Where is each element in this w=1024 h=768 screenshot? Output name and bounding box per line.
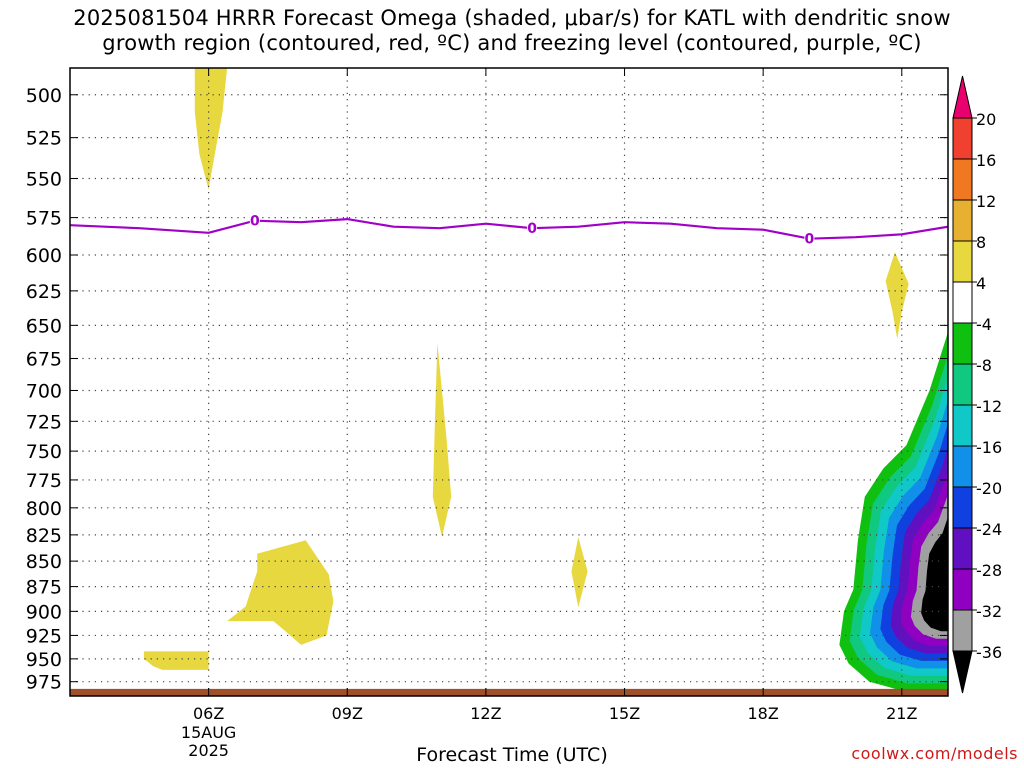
x-tick-label: 18Z xyxy=(747,704,778,723)
omega-region-4 xyxy=(227,540,334,645)
y-tick-label: 700 xyxy=(26,380,62,402)
freezing-level-label: 0 xyxy=(804,232,814,248)
colorbar-box xyxy=(952,199,973,242)
colorbar-box xyxy=(952,281,973,324)
colorbar-label: -20 xyxy=(976,479,1002,498)
colorbar-label: -12 xyxy=(976,397,1002,416)
omega-band-8 xyxy=(921,516,948,632)
plot-area: 0 0 0 xyxy=(70,68,948,696)
colorbar-box xyxy=(952,445,973,488)
colorbar-box xyxy=(952,486,973,529)
freezing-level-label-bg xyxy=(804,231,815,246)
surface-strip xyxy=(70,688,948,696)
colorbar-box xyxy=(952,322,973,365)
colorbar-label: 12 xyxy=(976,192,996,211)
y-tick-label: 675 xyxy=(26,349,62,371)
y-tick-label: 925 xyxy=(26,625,62,647)
y-tick-label: 575 xyxy=(26,208,62,230)
colorbar-label: 20 xyxy=(976,110,996,129)
colorbar-box xyxy=(952,527,973,570)
x-axis-title: Forecast Time (UTC) xyxy=(416,744,608,766)
y-tick-label: 800 xyxy=(26,498,62,520)
omega-region-5 xyxy=(143,651,209,670)
y-tick-label: 500 xyxy=(26,85,62,107)
y-tick-label: 650 xyxy=(26,315,62,337)
y-tick-label: 550 xyxy=(26,169,62,191)
colorbar-bottom-arrow xyxy=(952,650,973,694)
colorbar-box xyxy=(952,363,973,406)
y-tick-label: 775 xyxy=(26,470,62,492)
x-tick-sublabel: 15AUG xyxy=(181,723,236,742)
colorbar-label: -28 xyxy=(976,561,1002,580)
colorbar-box xyxy=(952,240,973,283)
colorbar-label: -16 xyxy=(976,438,1002,457)
freezing-level-label-bg xyxy=(249,213,260,228)
freezing-level-label: 0 xyxy=(527,221,537,237)
omega-region-1 xyxy=(885,252,909,339)
y-tick-label: 950 xyxy=(26,649,62,671)
chart-title-line-2: growth region (contoured, red, ºC) and f… xyxy=(102,31,922,55)
colorbar-box xyxy=(952,404,973,447)
x-tick-label: 15Z xyxy=(609,704,640,723)
omega-region-2 xyxy=(432,342,452,537)
x-tick-label: 09Z xyxy=(332,704,363,723)
colorbar-box xyxy=(952,117,973,160)
colorbar-label: -36 xyxy=(976,643,1002,662)
y-tick-label: 625 xyxy=(26,281,62,303)
colorbar-label: 16 xyxy=(976,151,996,170)
x-tick-label: 06Z xyxy=(193,704,224,723)
colorbar-label: -8 xyxy=(976,356,992,375)
colorbar-box xyxy=(952,609,973,652)
colorbar-label: -32 xyxy=(976,602,1002,621)
credit-link[interactable]: coolwx.com/models xyxy=(851,744,1018,763)
y-tick-label: 875 xyxy=(26,577,62,599)
freezing-level-label-bg xyxy=(527,221,538,236)
y-tick-label: 525 xyxy=(26,128,62,150)
colorbar-box xyxy=(952,158,973,201)
y-tick-label: 825 xyxy=(26,525,62,547)
y-tick-label: 850 xyxy=(26,551,62,573)
colorbar-box xyxy=(952,568,973,611)
colorbar-label: 8 xyxy=(976,233,986,252)
x-tick-sublabel: 2025 xyxy=(188,741,229,760)
freezing-level-line xyxy=(70,217,948,240)
omega-region-0 xyxy=(194,68,228,190)
x-tick-label: 12Z xyxy=(470,704,501,723)
y-tick-label: 725 xyxy=(26,411,62,433)
omega-region-3 xyxy=(571,537,588,608)
colorbar-label: -24 xyxy=(976,520,1002,539)
colorbar-label: -4 xyxy=(976,315,992,334)
chart-title-line-1: 2025081504 HRRR Forecast Omega (shaded, … xyxy=(73,6,951,30)
y-tick-label: 900 xyxy=(26,601,62,623)
colorbar-top-arrow xyxy=(952,75,973,119)
y-tick-label: 600 xyxy=(26,245,62,267)
chart-title: 2025081504 HRRR Forecast Omega (shaded, … xyxy=(0,6,1024,56)
x-tick-label: 21Z xyxy=(886,704,917,723)
plot-frame xyxy=(69,67,949,697)
y-tick-label: 750 xyxy=(26,441,62,463)
freezing-level-label: 0 xyxy=(250,214,260,230)
colorbar-label: 4 xyxy=(976,274,986,293)
y-tick-label: 975 xyxy=(26,672,62,694)
